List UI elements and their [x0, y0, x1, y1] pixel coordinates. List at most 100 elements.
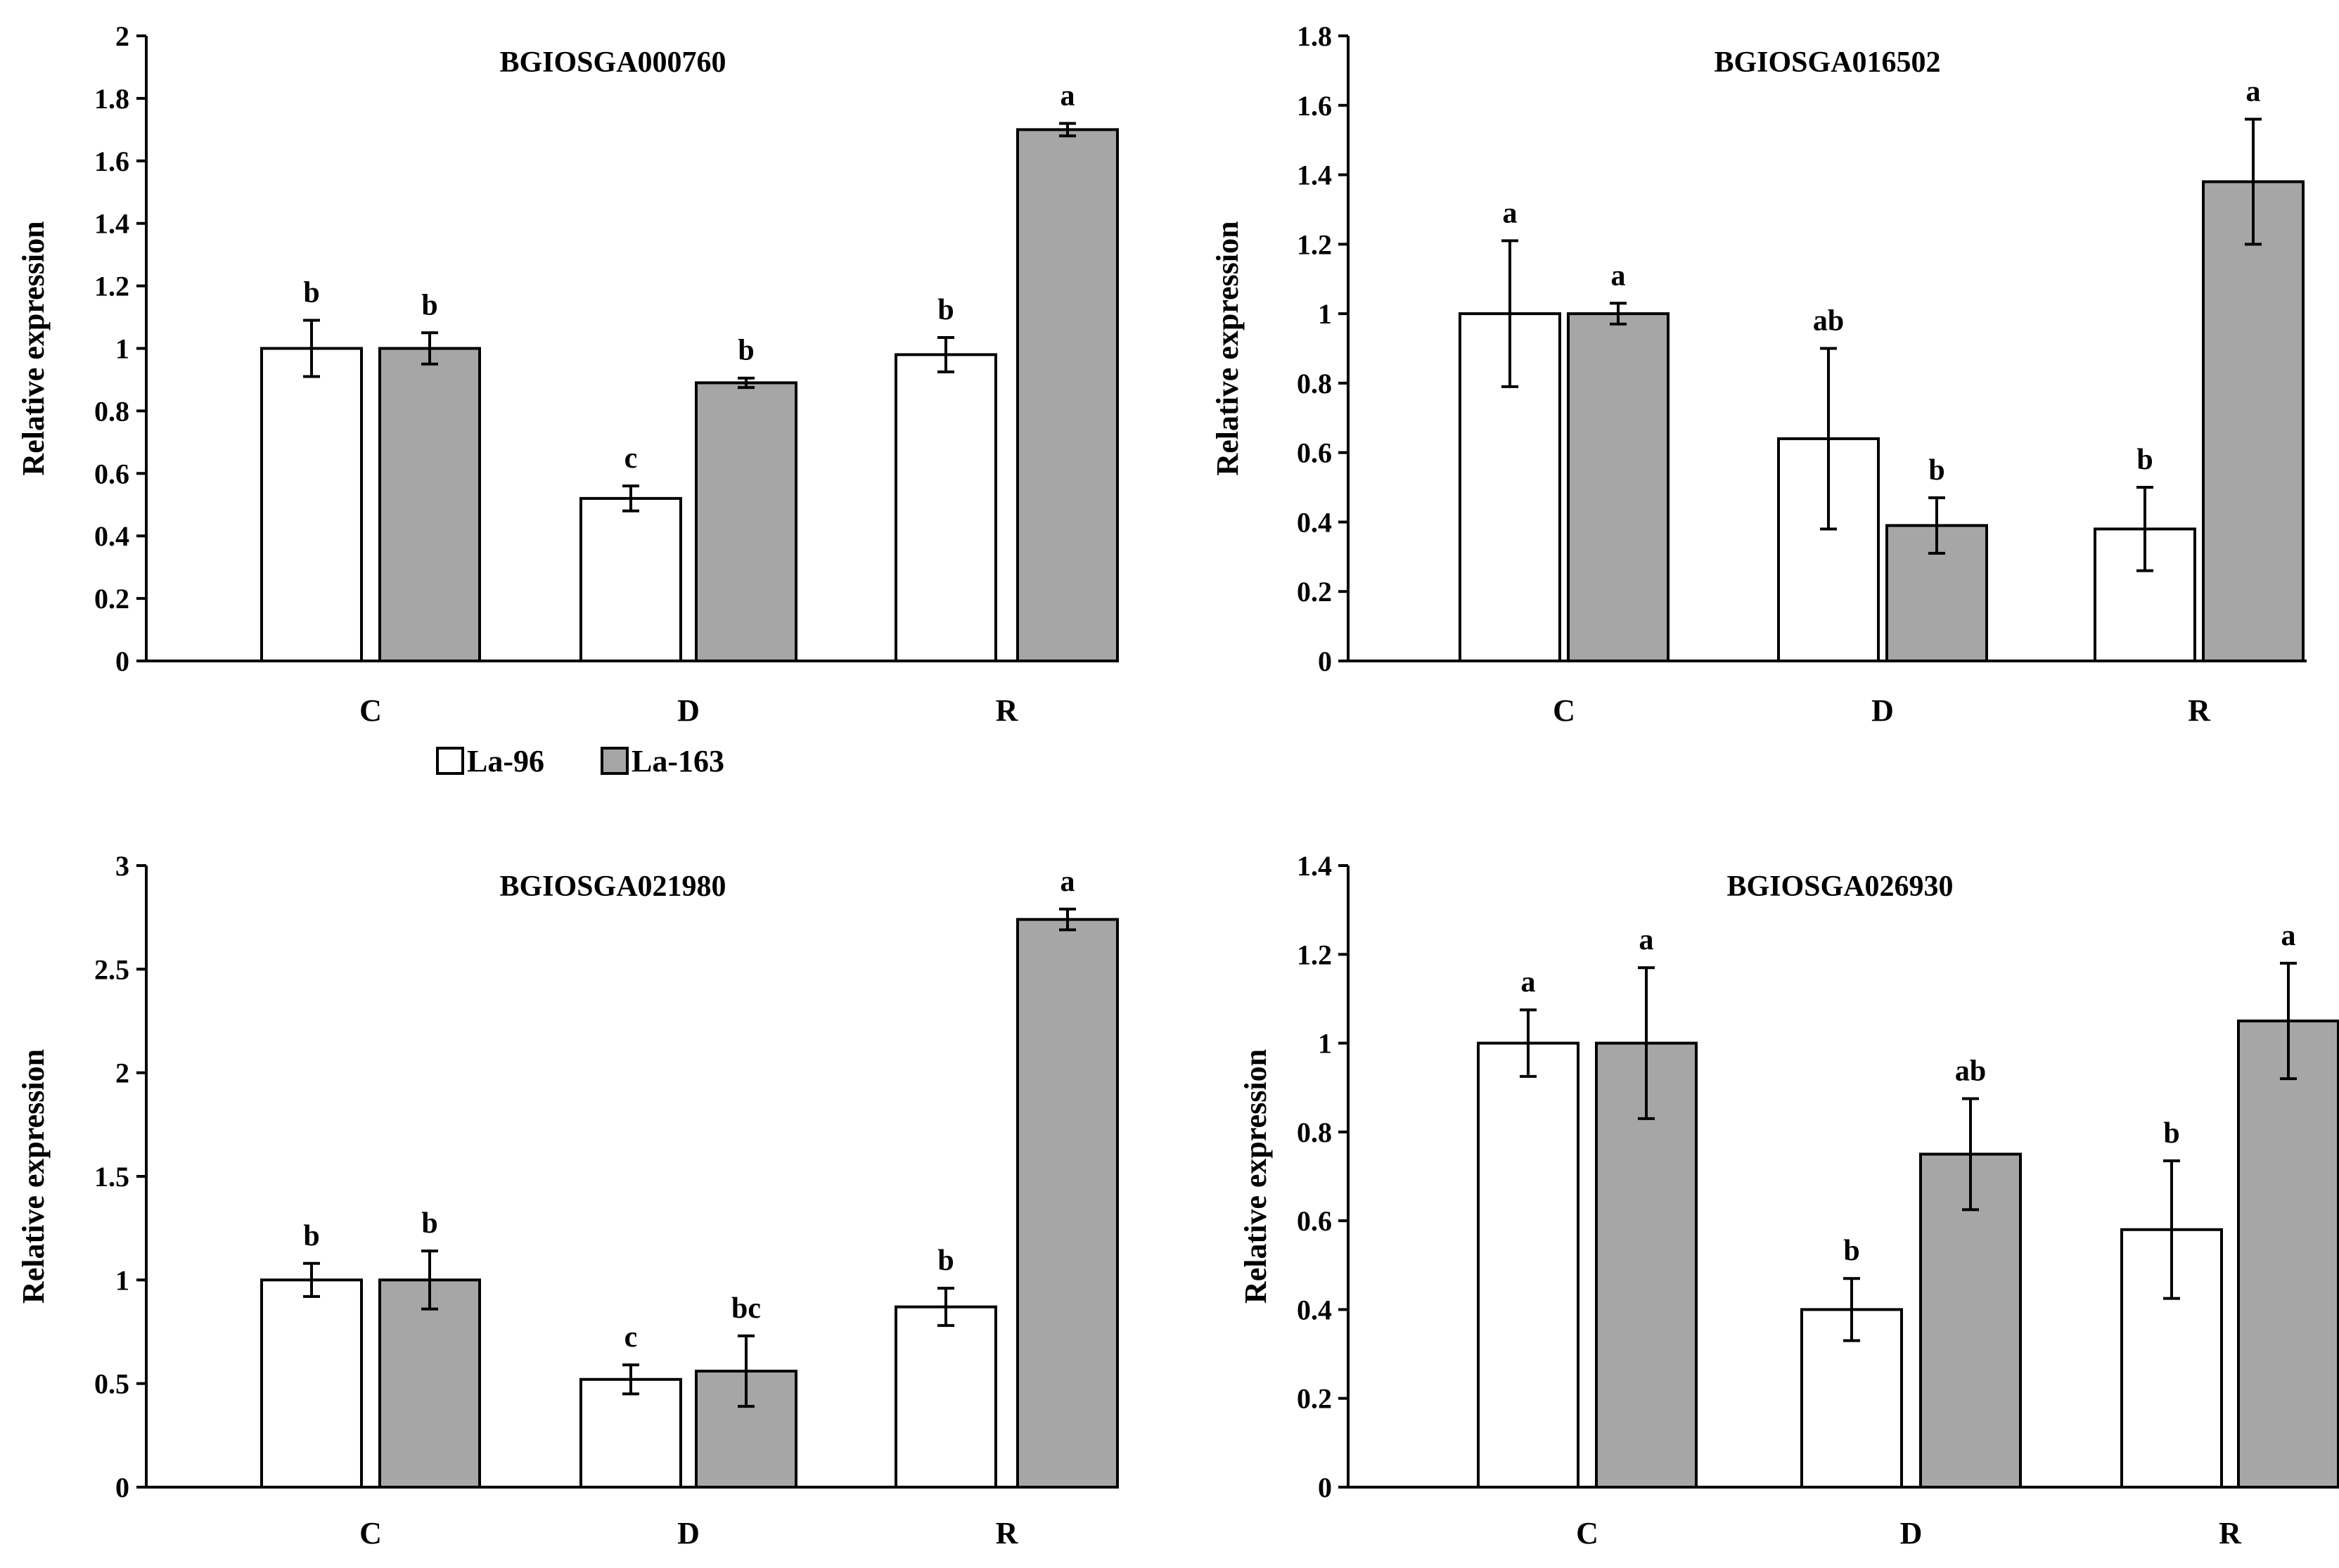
significance-label: b [303, 1220, 319, 1252]
significance-label: b [937, 294, 954, 326]
y-axis-title: Relative expression [1210, 221, 1245, 475]
y-tick-label: 2 [115, 20, 129, 52]
y-tick-label: 1.4 [1297, 850, 1332, 882]
y-tick-label: 0 [115, 1472, 129, 1503]
legend-swatch-la-96 [436, 747, 464, 775]
x-category-label: C [359, 1516, 382, 1550]
significance-label: ab [1955, 1055, 1986, 1088]
y-tick-label: 1 [1318, 1028, 1332, 1060]
y-tick-label: 0.6 [1297, 1205, 1332, 1237]
significance-label: a [1521, 966, 1536, 998]
y-tick-label: 0 [1318, 645, 1332, 677]
bar-la-96-d [579, 496, 682, 662]
x-category-label: R [2219, 1516, 2242, 1550]
y-tick-label: 0.4 [1297, 1294, 1332, 1325]
significance-label: ab [1813, 305, 1844, 338]
y-tick-label: 1.6 [94, 146, 129, 177]
y-tick-label: 1.4 [94, 208, 129, 240]
significance-label: bc [731, 1292, 761, 1325]
y-axis-title: Relative expression [16, 221, 51, 475]
significance-label: b [2136, 444, 2153, 476]
y-tick-label: 1.2 [1297, 229, 1332, 260]
x-category-label: D [677, 693, 700, 728]
chart-bgiosga021980: BGIOSGA021980 Relative expression 0 0.5 1 1.5… [16, 850, 1119, 1550]
significance-label: b [937, 1245, 954, 1277]
bar-la-96-r [895, 353, 997, 662]
bar-la-96-c [260, 347, 363, 662]
bar-la-96-r [895, 1305, 997, 1489]
x-category-label: C [1576, 1516, 1598, 1550]
chart-title: BGIOSGA000760 [499, 46, 726, 79]
bar-la-163-d [695, 381, 797, 663]
y-tick-label: 0.2 [94, 583, 129, 615]
significance-label: c [624, 1321, 638, 1354]
x-category-label: R [996, 693, 1019, 728]
significance-label: a [2281, 920, 2296, 952]
bar-la-163-r [1016, 918, 1119, 1489]
y-tick-label: 1.4 [1297, 160, 1332, 191]
y-tick-label: 0 [115, 645, 129, 677]
significance-label: b [2163, 1117, 2179, 1150]
chart-title: BGIOSGA016502 [1714, 46, 1940, 79]
chart-title: BGIOSGA021980 [499, 870, 726, 903]
significance-label: a [1503, 197, 1518, 229]
y-tick-label: 1 [115, 1264, 129, 1296]
legend-swatch-la-163 [601, 747, 629, 775]
chart-bgiosga026930: BGIOSGA026930 Relative expression 0 0.2 0.4 0… [1238, 850, 2339, 1550]
y-tick-label: 1 [1318, 298, 1332, 330]
y-tick-label: 0.4 [94, 520, 129, 552]
chart-title: BGIOSGA026930 [1726, 870, 1953, 903]
x-category-label: R [996, 1516, 1019, 1550]
bar-la-163-r [2202, 180, 2305, 662]
significance-label: b [1928, 454, 1944, 487]
y-axis-title: Relative expression [16, 1049, 51, 1304]
bar-la-163-c [378, 347, 481, 662]
legend-label-la-96: La-96 [467, 744, 544, 778]
significance-label: a [1060, 79, 1075, 112]
y-tick-label: 0.2 [1297, 1383, 1332, 1415]
y-tick-label: 3 [115, 850, 129, 882]
y-tick-label: 1.6 [1297, 90, 1332, 122]
y-tick-label: 0.6 [1297, 437, 1332, 469]
chart-bgiosga016502: BGIOSGA016502 Relative expression 0 0.2 0.4 0… [1210, 20, 2307, 728]
y-tick-label: 0.8 [1297, 1117, 1332, 1148]
y-tick-label: 0 [1318, 1472, 1332, 1503]
x-category-label: R [2188, 693, 2211, 728]
significance-label: a [1611, 259, 1626, 292]
y-axis-title: Relative expression [1238, 1049, 1273, 1304]
significance-label: c [624, 442, 638, 475]
significance-label: a [2246, 76, 2261, 108]
y-tick-label: 0.2 [1297, 576, 1332, 608]
bar-la-96-c [260, 1278, 363, 1489]
bar-la-163-c [378, 1278, 481, 1489]
y-tick-label: 1.8 [1297, 20, 1332, 52]
y-tick-label: 0.8 [94, 395, 129, 427]
bar-la-96-c [1477, 1041, 1579, 1489]
x-category-label: C [359, 693, 382, 728]
y-tick-label: 0.5 [94, 1368, 129, 1400]
legend: La-96 La-163 [436, 744, 724, 778]
legend-label-la-163: La-163 [632, 744, 724, 778]
bar-la-96-d [579, 1377, 682, 1489]
bar-la-163-c [1567, 312, 1670, 662]
y-tick-label: 1.5 [94, 1161, 129, 1193]
significance-label: b [738, 335, 754, 367]
bar-la-163-r [2237, 1020, 2339, 1489]
y-tick-label: 1.2 [1297, 939, 1332, 970]
y-tick-label: 1.8 [94, 83, 129, 115]
significance-label: b [303, 276, 319, 309]
significance-label: b [421, 1207, 437, 1240]
bar-la-163-r [1016, 128, 1119, 663]
x-category-label: D [1871, 693, 1894, 728]
y-tick-label: 0.8 [1297, 368, 1332, 399]
y-tick-label: 2.5 [94, 953, 129, 985]
y-tick-label: 2 [115, 1058, 129, 1089]
significance-label: a [1639, 924, 1654, 956]
significance-label: b [421, 289, 437, 321]
significance-label: a [1060, 866, 1075, 898]
y-tick-label: 0.4 [1297, 506, 1332, 538]
x-category-label: C [1553, 693, 1575, 728]
x-category-label: D [677, 1516, 700, 1550]
y-tick-label: 1 [115, 333, 129, 365]
